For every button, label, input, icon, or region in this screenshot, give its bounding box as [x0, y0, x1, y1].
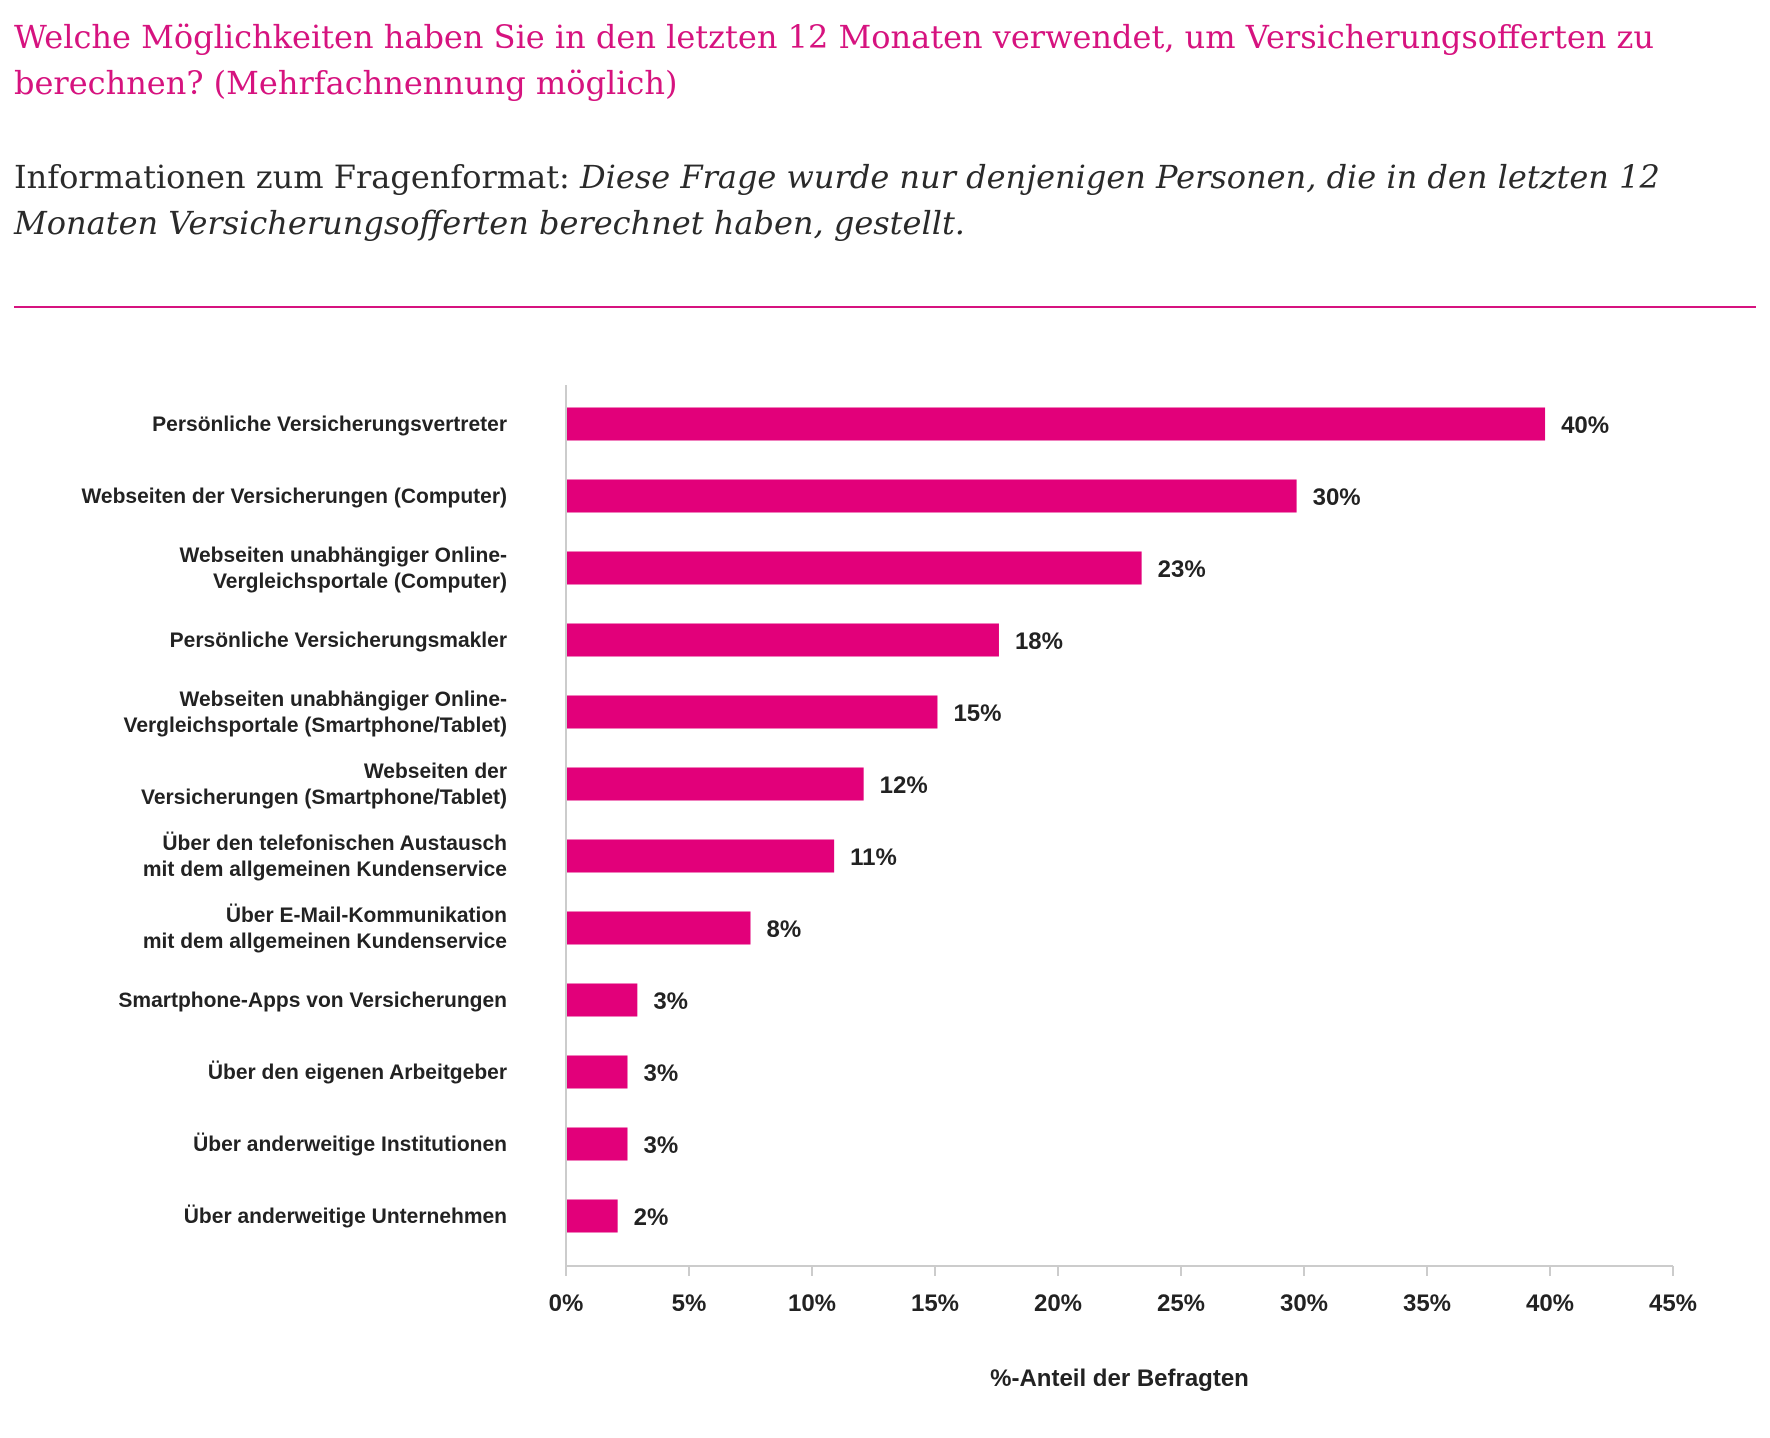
bar: [566, 695, 938, 729]
header-divider: [14, 306, 1756, 308]
category-label: Webseiten der: [364, 760, 507, 783]
bar: [566, 1199, 618, 1233]
info-label: Informationen zum Fragenformat:: [14, 158, 570, 196]
category-label: Persönliche Versicherungsmakler: [170, 629, 507, 652]
x-tick-label: 30%: [1280, 1290, 1328, 1317]
category-label: Smartphone-Apps von Versicherungen: [118, 989, 507, 1012]
category-labels-layer: Persönliche Versicherungsvertreter Websei…: [81, 413, 507, 1228]
bar: [566, 983, 638, 1017]
bar: [566, 1127, 628, 1161]
category-label: Webseiten unabhängiger Online-: [180, 688, 507, 711]
category-label: Über den telefonischen Austausch: [162, 832, 507, 855]
bar-value-label: 18%: [1015, 628, 1063, 655]
bar-value-label: 40%: [1561, 412, 1609, 439]
category-label: Vergleichsportale (Smartphone/Tablet): [123, 714, 507, 737]
question-title: Welche Möglichkeiten haben Sie in den le…: [14, 18, 1655, 102]
x-tick-label: 0%: [549, 1290, 584, 1317]
category-label: Vergleichsportale (Computer): [213, 570, 507, 593]
bar: [566, 1055, 628, 1089]
x-tick-label: 10%: [788, 1290, 836, 1317]
bar-value-label: 3%: [653, 988, 688, 1015]
category-label: Über anderweitige Unternehmen: [184, 1205, 507, 1228]
category-label: Webseiten unabhängiger Online-: [180, 544, 507, 567]
bar: [566, 479, 1297, 513]
bar-value-label: 12%: [880, 772, 928, 799]
category-label: Versicherungen (Smartphone/Tablet): [141, 786, 507, 809]
x-tick-label: 35%: [1403, 1290, 1451, 1317]
bar-value-label: 3%: [644, 1060, 679, 1087]
category-label: mit dem allgemeinen Kundenservice: [143, 930, 507, 953]
bar-value-label: 23%: [1158, 556, 1206, 583]
category-label: Über E-Mail-Kommunikation: [226, 904, 507, 927]
x-tick-label: 25%: [1157, 1290, 1205, 1317]
x-tick-label: 15%: [911, 1290, 959, 1317]
x-tick-label: 40%: [1526, 1290, 1574, 1317]
bar-value-label: 15%: [953, 700, 1001, 727]
bar: [566, 839, 835, 873]
bar: [566, 407, 1546, 441]
category-label: Webseiten der Versicherungen (Computer): [81, 485, 507, 508]
category-label: Über den eigenen Arbeitgeber: [208, 1061, 507, 1084]
category-label: Über anderweitige Institutionen: [193, 1133, 507, 1156]
x-tick-label: 5%: [672, 1290, 707, 1317]
bar-value-label: 11%: [850, 844, 897, 871]
x-axis: 0% 5% 10% 15% 20% 25% 30% 35% 40% 45%: [549, 385, 1697, 1317]
bar: [566, 767, 864, 801]
info-text: Diese Frage wurde nur denjenigen Persone…: [14, 158, 1660, 242]
x-axis-title: %-Anteil der Befragten: [990, 1365, 1249, 1392]
bar: [566, 911, 751, 945]
category-label: mit dem allgemeinen Kundenservice: [143, 858, 507, 881]
x-tick-label: 45%: [1649, 1290, 1697, 1317]
bar: [566, 551, 1142, 585]
x-tick-label: 20%: [1034, 1290, 1082, 1317]
question-info: Informationen zum Fragenformat: Diese Fr…: [14, 154, 1754, 246]
bar-value-label: 3%: [644, 1132, 679, 1159]
bar: [566, 623, 999, 657]
bar-value-label: 8%: [767, 916, 802, 943]
bar-value-label: 2%: [634, 1204, 669, 1231]
bars-layer: 40% 30% 23% 18% 15% 12% 11% 8% 3% 3% 3% 2%: [566, 407, 1609, 1233]
category-label: Persönliche Versicherungsvertreter: [152, 413, 507, 436]
bar-value-label: 30%: [1313, 484, 1361, 511]
